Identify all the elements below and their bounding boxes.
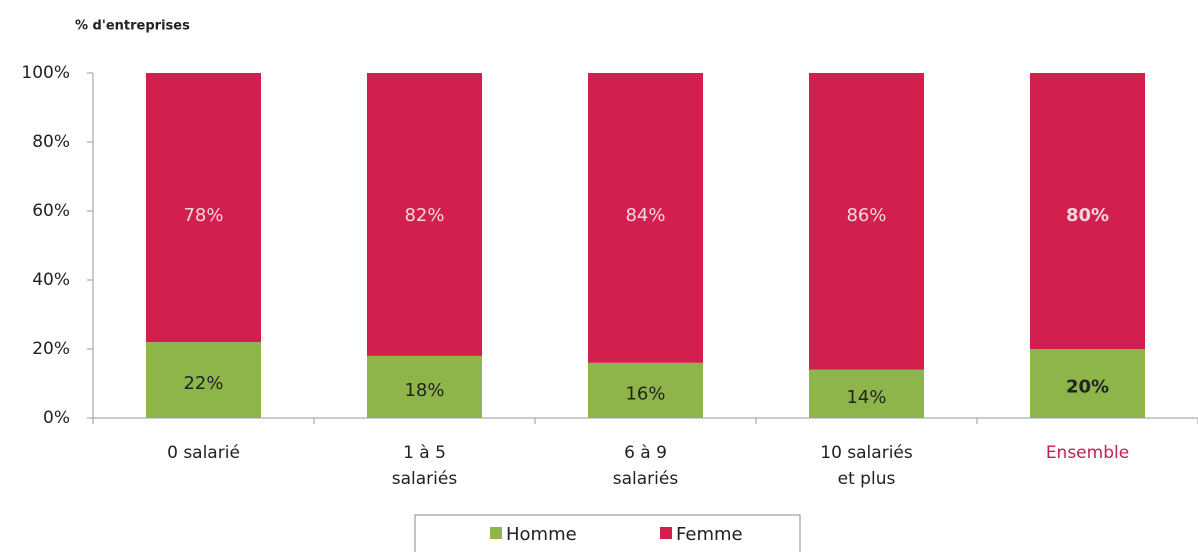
bar-segment: [588, 362, 703, 418]
bar-segment: [588, 73, 703, 363]
bar-segment: [146, 342, 261, 418]
y-tick-label: 0%: [43, 408, 70, 428]
data-label: 14%: [846, 387, 886, 408]
legend-box: [414, 514, 801, 552]
legend-swatch: [660, 527, 672, 539]
y-tick-label: 100%: [21, 63, 70, 83]
bar-segment: [146, 73, 261, 343]
data-label: 16%: [625, 383, 665, 404]
bar-segment: [367, 355, 482, 418]
data-label: 82%: [404, 205, 444, 226]
data-label: 20%: [1066, 377, 1109, 398]
y-axis-title: % d'entreprises: [75, 19, 190, 34]
data-label: 86%: [846, 205, 886, 226]
bar-segment: [809, 73, 924, 370]
legend-label: Femme: [676, 524, 743, 545]
bar-segment: [1030, 349, 1145, 418]
data-label: 80%: [1066, 205, 1109, 226]
x-tick-label: 1 à 5 salariés: [391, 443, 458, 489]
y-tick-label: 40%: [32, 270, 70, 290]
bar-segment: [809, 369, 924, 418]
data-label: 84%: [625, 205, 665, 226]
x-tick-label: 0 salarié: [167, 443, 240, 463]
bar-segment: [367, 73, 482, 356]
legend-label: Homme: [506, 524, 577, 545]
data-label: 18%: [404, 380, 444, 401]
x-tick-label: 10 salariés et plus: [820, 443, 913, 489]
y-tick-label: 80%: [32, 132, 70, 152]
legend-swatch: [490, 527, 502, 539]
y-tick-label: 20%: [32, 339, 70, 359]
data-label: 78%: [183, 205, 223, 226]
x-tick-label: Ensemble: [1045, 443, 1130, 463]
data-label: 22%: [183, 373, 223, 394]
bar-segment: [1030, 73, 1145, 349]
y-tick-label: 60%: [32, 201, 70, 221]
x-tick-label: 6 à 9 salariés: [612, 443, 679, 489]
